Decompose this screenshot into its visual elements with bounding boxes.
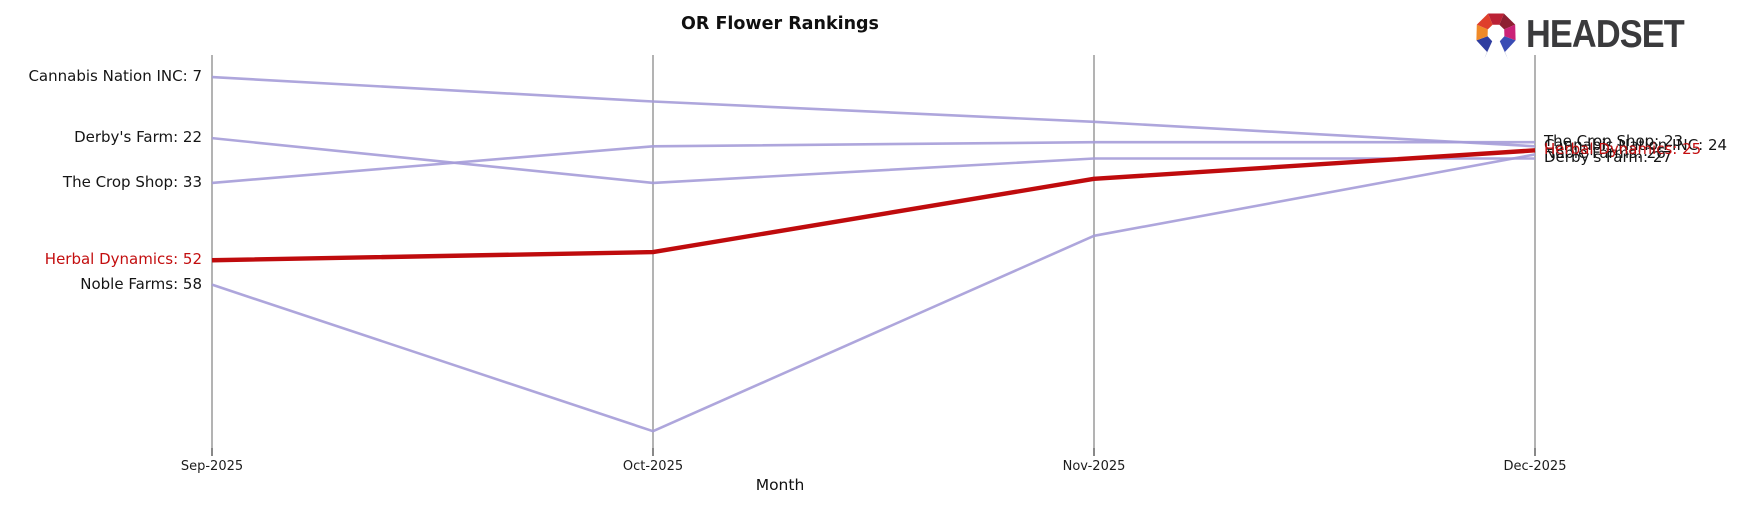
logo-facet	[1488, 13, 1504, 25]
logo-facet	[1476, 13, 1493, 30]
series-line-noble-farms	[211, 153, 1536, 433]
end-label-cannabis-nation-inc: Cannabis Nation INC: 24	[1544, 136, 1728, 155]
start-label-herbal-dynamics: Herbal Dynamics: 52	[44, 250, 202, 269]
end-label-derby-s-farm: Derby's Farm: 27	[1544, 148, 1672, 167]
x-tick-label-oct-2025: Oct-2025	[622, 459, 684, 474]
x-axis-title: Month	[755, 476, 805, 494]
series-line-derby-s-farm	[211, 136, 1535, 185]
end-label-noble-farms: Noble Farms: 26	[1544, 144, 1666, 163]
start-label-cannabis-nation-inc: Cannabis Nation INC: 7	[28, 67, 202, 86]
logo-facet	[1499, 13, 1516, 30]
end-label-the-crop-shop: The Crop Shop: 23	[1544, 132, 1684, 151]
headset-logo-text: HEADSET	[1526, 13, 1685, 56]
series-line-the-crop-shop	[211, 140, 1535, 185]
chart-title: OR Flower Rankings	[681, 14, 879, 34]
logo-facet	[1499, 36, 1516, 52]
logo-facet	[1504, 24, 1516, 41]
x-tick-label-dec-2025: Dec-2025	[1503, 459, 1567, 474]
start-label-noble-farms: Noble Farms: 58	[80, 274, 202, 293]
headset-brand: HEADSET	[1472, 8, 1705, 62]
start-label-the-crop-shop: The Crop Shop: 33	[62, 172, 202, 191]
x-tick-label-nov-2025: Nov-2025	[1062, 459, 1126, 474]
end-label-herbal-dynamics: Herbal Dynamics: 25	[1544, 140, 1702, 159]
headset-logo-icon	[1476, 13, 1516, 59]
start-label-derby-s-farm: Derby's Farm: 22	[74, 128, 202, 147]
series-line-herbal-dynamics	[211, 148, 1536, 263]
x-tick-label-sep-2025: Sep-2025	[180, 459, 244, 474]
series-line-cannabis-nation-inc	[211, 75, 1536, 148]
logo-facet	[1476, 36, 1493, 52]
logo-facet-tip	[1484, 41, 1493, 59]
logo-facet	[1476, 24, 1488, 41]
